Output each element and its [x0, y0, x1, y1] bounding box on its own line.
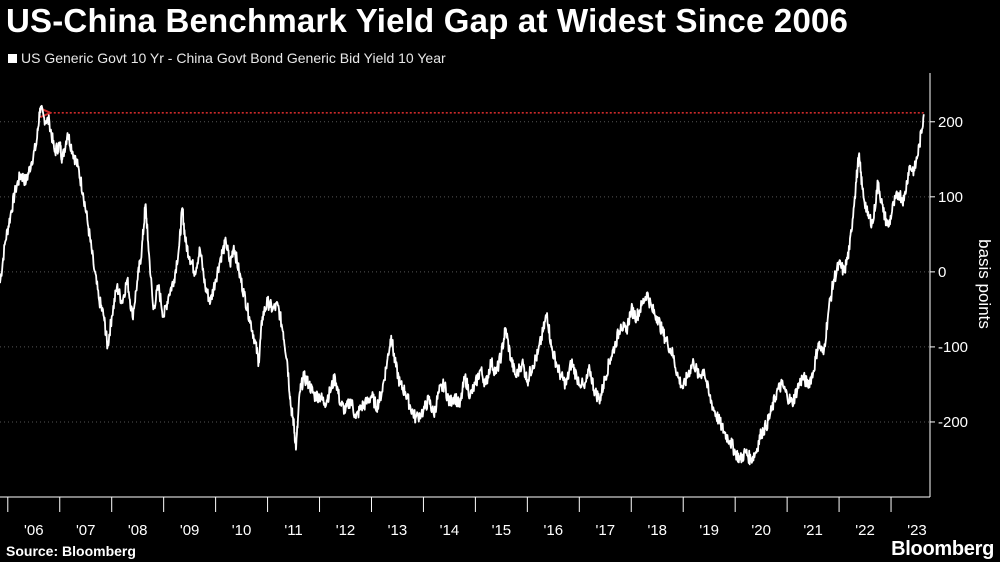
x-tick-label: '23	[907, 522, 927, 539]
x-tick-label: '20	[751, 522, 771, 539]
x-tick-label: '17	[595, 522, 615, 539]
x-tick-label: '19	[699, 522, 719, 539]
axes	[0, 73, 931, 512]
x-tick-label: '11	[284, 522, 302, 539]
x-tick-label: '13	[388, 522, 408, 539]
y-axis-label: basis points	[975, 239, 994, 329]
series-line	[0, 104, 925, 466]
x-tick-label: '09	[180, 522, 200, 539]
legend: US Generic Govt 10 Yr - China Govt Bond …	[8, 50, 446, 66]
x-tick-label: '06	[24, 522, 44, 539]
x-tick-label: '14	[440, 522, 460, 539]
x-tick-label: '15	[492, 522, 512, 539]
x-tick-label: '22	[855, 522, 875, 539]
bloomberg-logo: Bloomberg	[891, 538, 994, 560]
y-tick-labels: 200 100 0 -100 -200	[938, 114, 968, 431]
x-tick-label: '07	[76, 522, 96, 539]
x-tick-label: '18	[647, 522, 667, 539]
x-tick-label: '16	[544, 522, 564, 539]
x-tick-label: '08	[128, 522, 148, 539]
legend-swatch	[8, 53, 17, 63]
y-tick-label: -100	[938, 339, 968, 356]
y-tick-label: 200	[938, 114, 963, 131]
legend-label: US Generic Govt 10 Yr - China Govt Bond …	[21, 50, 446, 66]
x-tick-label: '12	[336, 522, 356, 539]
x-tick-label: '10	[232, 522, 252, 539]
y-tick-label: 0	[938, 264, 946, 281]
y-tick-label: -200	[938, 414, 968, 431]
source-note: Source: Bloomberg	[6, 543, 136, 559]
series-layer	[0, 104, 925, 466]
x-tick-labels: '06 '07 '08 '09 '10 '11 '12 '13 '14 '15 '16 '17 '18 '…	[24, 522, 927, 539]
gridlines	[0, 121, 935, 423]
y-tick-label: 100	[938, 189, 963, 206]
chart-title: US-China Benchmark Yield Gap at Widest S…	[6, 2, 849, 39]
x-tick-label: '21	[803, 522, 823, 539]
